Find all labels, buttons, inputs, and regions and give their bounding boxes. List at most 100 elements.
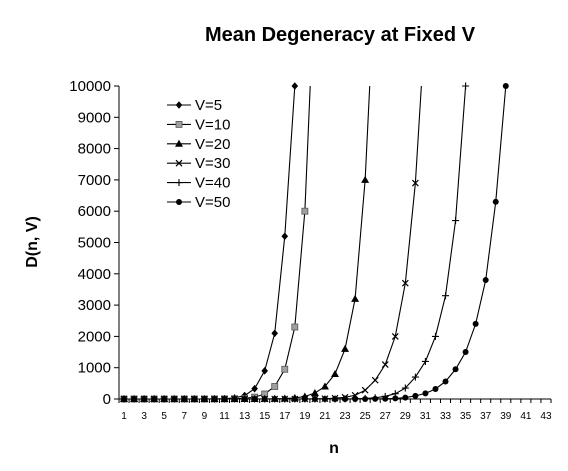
data-point	[462, 82, 470, 90]
legend-item: V=50	[167, 194, 230, 211]
data-point	[332, 396, 338, 402]
x-tick-label: 37	[480, 411, 492, 422]
x-tick-label: 29	[400, 411, 412, 422]
data-point	[331, 369, 339, 377]
data-point	[382, 395, 389, 402]
legend-label: V=5	[195, 97, 222, 114]
data-point	[361, 175, 370, 183]
x-tick-label: 1	[121, 411, 127, 422]
data-point	[442, 378, 449, 385]
legend-label: V=50	[195, 194, 230, 211]
data-point	[452, 217, 460, 225]
series-line	[124, 85, 507, 400]
x-axis-title: n	[329, 440, 339, 457]
chart-title: Mean Degeneracy at Fixed V	[205, 24, 476, 46]
data-point	[351, 294, 360, 302]
data-point	[221, 396, 228, 402]
data-point	[291, 396, 298, 402]
data-point	[291, 82, 299, 90]
data-point	[362, 395, 369, 402]
y-tick-label: 1000	[78, 360, 111, 377]
data-point	[401, 279, 409, 287]
legend-marker	[175, 139, 183, 147]
series-v-30	[120, 85, 422, 403]
y-tick-label: 7000	[78, 172, 111, 189]
data-point	[271, 396, 278, 402]
data-point	[161, 396, 168, 402]
data-point	[412, 392, 419, 399]
data-point	[341, 344, 350, 352]
x-tick-label: 33	[440, 411, 452, 422]
data-point	[191, 396, 198, 402]
legend-label: V=20	[195, 136, 230, 153]
x-tick-label: 43	[540, 411, 552, 422]
data-point	[271, 383, 279, 390]
x-tick-label: 41	[520, 411, 532, 422]
data-point	[291, 323, 299, 331]
x-tick-label: 25	[360, 411, 372, 422]
legend-item: V=20	[167, 136, 230, 153]
x-tick-label: 23	[339, 411, 351, 422]
data-point	[131, 396, 138, 402]
data-point	[411, 373, 419, 381]
data-point	[422, 390, 429, 397]
data-point	[281, 232, 289, 241]
data-point	[361, 386, 369, 394]
series-line	[124, 85, 371, 400]
y-tick-label: 8000	[78, 141, 111, 158]
data-point	[442, 292, 450, 300]
legend-marker	[175, 179, 183, 187]
data-point	[320, 382, 329, 390]
data-point	[301, 207, 309, 215]
x-tick-label: 11	[219, 411, 230, 422]
axes: 0 1000 2000 3000 4000 5000 6000 7000 8000 9000 100…	[69, 78, 552, 422]
legend-item: V=30	[167, 155, 230, 172]
legend-item: V=5	[167, 97, 222, 114]
y-tick-label: 10000	[69, 78, 111, 95]
x-tick-label: 39	[500, 411, 512, 422]
data-point	[472, 320, 479, 327]
legend-marker	[176, 199, 182, 205]
y-tick-label: 2000	[78, 328, 111, 345]
data-point	[281, 365, 289, 373]
data-point	[502, 83, 509, 89]
data-point	[452, 366, 459, 373]
data-point	[261, 396, 268, 402]
y-tick-label: 5000	[78, 235, 111, 252]
data-point	[271, 329, 279, 338]
y-tick-label: 6000	[78, 203, 111, 220]
legend-marker	[175, 101, 183, 109]
y-axis-title: D(n, V)	[24, 216, 41, 268]
data-point	[151, 396, 158, 402]
x-tick-label: 27	[380, 411, 392, 422]
data-point	[401, 384, 409, 392]
data-point	[402, 394, 409, 401]
data-point	[492, 198, 499, 205]
y-tick-label: 4000	[78, 266, 111, 283]
x-tick-label: 15	[259, 411, 271, 422]
x-tick-label: 19	[299, 411, 311, 422]
legend: V=5 V=10 V=20 V=30 V=40 V=50	[167, 97, 230, 211]
data-point	[261, 367, 268, 375]
data-point	[421, 357, 429, 365]
series-v-50	[121, 83, 509, 402]
series-v-40	[120, 82, 470, 403]
data-point	[251, 384, 258, 393]
data-point	[391, 332, 399, 340]
legend-label: V=40	[195, 175, 230, 192]
y-tick-label: 3000	[78, 297, 111, 314]
x-tick-label: 17	[279, 411, 291, 422]
x-tick-label: 35	[460, 411, 472, 422]
data-point	[311, 396, 318, 402]
legend-marker	[175, 121, 183, 128]
legend-item: V=10	[167, 116, 230, 133]
y-tick-label: 9000	[78, 109, 111, 126]
data-point	[321, 396, 328, 402]
data-point	[201, 396, 208, 402]
data-point	[371, 376, 379, 384]
x-tick-label: 21	[319, 411, 331, 422]
data-point	[181, 396, 188, 402]
data-point	[231, 396, 238, 402]
series-layer	[120, 82, 509, 403]
